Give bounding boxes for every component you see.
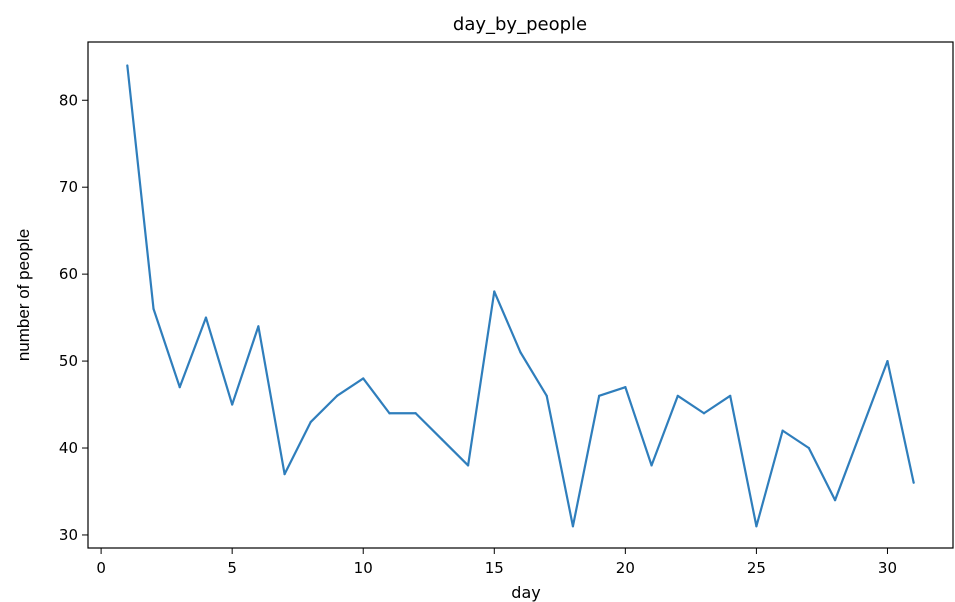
- data-point: [781, 429, 784, 432]
- data-point: [833, 499, 837, 502]
- data-point: [283, 472, 286, 476]
- data-point: [598, 394, 601, 397]
- data-point: [624, 386, 627, 389]
- x-tick-label: 10: [354, 559, 373, 577]
- data-point: [126, 64, 129, 67]
- data-point: [755, 525, 758, 528]
- y-tick-label: 70: [59, 178, 78, 196]
- data-point: [702, 412, 706, 415]
- data-point: [650, 464, 653, 467]
- data-point: [388, 412, 391, 415]
- data-point: [257, 325, 260, 328]
- data-point: [545, 394, 548, 397]
- data-point: [466, 464, 470, 467]
- x-tick-label: 15: [485, 559, 504, 577]
- data-point: [414, 412, 417, 415]
- data-point: [152, 307, 155, 311]
- x-tick-label: 25: [747, 559, 766, 577]
- y-tick-label: 30: [59, 526, 78, 544]
- y-tick-label: 60: [59, 265, 78, 283]
- chart-title: day_by_people: [453, 14, 587, 35]
- data-point: [335, 394, 339, 397]
- data-point: [440, 438, 443, 441]
- y-axis-ticks: 30 40 50 60 70 80: [59, 91, 88, 544]
- y-tick-label: 50: [59, 352, 78, 370]
- data-point: [493, 290, 496, 293]
- x-tick-label: 20: [616, 559, 635, 577]
- x-tick-label: 0: [96, 559, 106, 577]
- data-point: [729, 394, 732, 397]
- data-point: [912, 481, 915, 484]
- data-point: [676, 394, 679, 397]
- data-point: [309, 420, 312, 424]
- data-point: [204, 316, 208, 319]
- data-point: [807, 446, 810, 450]
- data-point: [886, 359, 889, 363]
- x-axis-ticks: 0 5 10 15 20 25 30: [96, 548, 897, 577]
- y-tick-label: 80: [59, 91, 78, 109]
- data-point: [362, 377, 365, 380]
- data-point: [178, 386, 181, 389]
- data-point: [519, 351, 522, 354]
- x-tick-label: 5: [227, 559, 237, 577]
- y-tick-label: 40: [59, 439, 78, 457]
- x-axis-label: day: [511, 583, 540, 602]
- data-point: [231, 403, 234, 406]
- plot-area: [87, 41, 954, 549]
- data-points: [126, 64, 915, 528]
- y-axis-label: number of people: [14, 229, 33, 361]
- data-point: [860, 429, 863, 432]
- x-tick-label: 30: [878, 559, 897, 577]
- data-point: [571, 525, 575, 528]
